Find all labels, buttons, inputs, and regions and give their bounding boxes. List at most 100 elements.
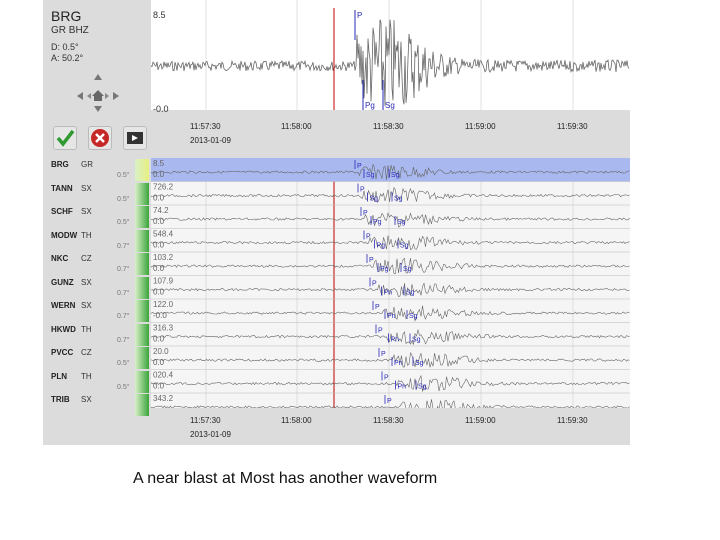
station-channel: GR BHZ <box>51 25 89 36</box>
row-min-value: 0.0 <box>153 264 165 273</box>
row-min-value: 0.0 <box>153 170 165 179</box>
station-distance: D: 0.5° <box>51 42 79 52</box>
seismic-viewer: BRG GR BHZ D: 0.5° A: 50.2° P Pg Sg 8.5 -0… <box>43 0 630 445</box>
station-component: SX <box>81 277 92 287</box>
station-name: NKC <box>51 254 69 263</box>
pick-label: Sg <box>400 243 409 250</box>
station-quality-bar[interactable] <box>135 182 149 205</box>
station-trace-line <box>150 305 630 322</box>
time-tick-label: 11:57:30 <box>190 122 221 131</box>
station-quality-bar[interactable] <box>135 370 149 393</box>
station-trace-list[interactable]: 8.5 0.0 P Sg Sg 726.2 0.0 P Sg Sg 74.2 0.0 P Pg Sg 548.… <box>150 158 630 417</box>
station-quality-bar[interactable] <box>135 159 149 181</box>
time-tick-label: 11:58:30 <box>373 122 404 131</box>
pick-label: Sg <box>412 337 421 344</box>
station-quality-bar[interactable] <box>135 253 149 275</box>
pick-label: Pn <box>394 360 403 367</box>
station-name: GUNZ <box>51 277 74 287</box>
pan-left-small-icon <box>87 93 91 99</box>
pick-label: Pn <box>398 384 407 391</box>
row-max-value: 103.2 <box>153 253 174 262</box>
station-quality-bar[interactable] <box>135 206 149 228</box>
zoom-waveform: P Pg Sg <box>150 0 630 110</box>
station-list-labels: BRG GR 0.5° TANN SX 0.5° SCHF SX 0.5° MODW TH 0.7° N… <box>43 158 151 416</box>
pan-navigation[interactable] <box>63 70 133 120</box>
checkmark-icon <box>56 129 75 147</box>
pick-label: Pn <box>384 290 393 297</box>
pick-label: P <box>357 163 362 170</box>
zoom-trace-line <box>150 19 630 107</box>
station-component: TH <box>81 371 92 381</box>
list-time-axis: 11:57:30 11:58:00 11:58:30 11:59:00 11:59:30… <box>151 412 630 442</box>
station-distance-value: 0.5° <box>117 360 130 367</box>
station-name: PLN <box>51 371 67 381</box>
time-tick-label: 11:57:30 <box>190 416 221 425</box>
station-name: TANN <box>51 183 73 193</box>
time-tick-label: 11:58:00 <box>281 416 312 425</box>
station-name: HKWD <box>51 324 76 334</box>
station-component: TH <box>81 230 92 240</box>
pick-label: Pg <box>380 266 389 273</box>
station-component: SX <box>81 395 92 404</box>
row-min-value: 0.0 <box>153 288 165 297</box>
pick-label: P <box>381 351 386 358</box>
station-quality-bar[interactable] <box>135 300 149 322</box>
station-name: BRG <box>51 160 69 169</box>
zoom-pick-label: P <box>357 11 362 20</box>
row-max-value: 8.5 <box>153 159 165 168</box>
pan-up-icon <box>94 74 102 80</box>
row-max-value: 107.9 <box>153 277 174 286</box>
zoom-ymin: -0.0 <box>153 104 169 114</box>
station-component: SX <box>81 301 92 310</box>
row-max-value: 316.3 <box>153 324 174 333</box>
pan-down-icon <box>94 106 102 112</box>
station-distance-value: 0.5° <box>117 195 130 203</box>
station-quality-bar[interactable] <box>135 394 149 416</box>
station-name: PVCC <box>51 348 74 357</box>
station-component: GR <box>81 160 93 169</box>
date-label: 2013-01-09 <box>190 430 231 439</box>
reject-button[interactable] <box>88 126 112 150</box>
station-distance-value: 0.5° <box>117 383 130 391</box>
station-trace-line <box>150 282 630 297</box>
station-quality-bar[interactable] <box>135 347 149 369</box>
row-max-value: 020.4 <box>153 371 174 380</box>
station-trace-line <box>150 212 630 228</box>
row-max-value: 548.4 <box>153 230 174 239</box>
pick-label: P <box>366 234 371 241</box>
zoom-pick-label: Pg <box>365 101 375 110</box>
station-trace-line <box>150 399 630 416</box>
zoom-trace-panel[interactable]: P Pg Sg 8.5 -0.0 <box>150 0 630 114</box>
time-tick-label: 11:59:00 <box>465 122 496 131</box>
export-button[interactable] <box>123 126 147 150</box>
station-distance-value: 0.5° <box>117 219 130 226</box>
time-tick-label: 11:58:00 <box>281 122 312 131</box>
station-name: MODW <box>51 230 78 240</box>
time-tick-label: 11:58:30 <box>373 416 404 425</box>
row-max-value: 122.0 <box>153 300 174 309</box>
pick-label: P <box>360 187 365 194</box>
pick-label: Sg <box>391 172 400 179</box>
pick-label: Sg <box>406 290 415 297</box>
station-trace-line <box>150 257 630 274</box>
station-component: CZ <box>81 348 92 357</box>
pick-label: Pg <box>373 219 382 226</box>
station-quality-bar[interactable] <box>135 323 149 346</box>
station-trace-line <box>150 328 630 345</box>
date-label: 2013-01-09 <box>190 136 231 145</box>
station-quality-bar[interactable] <box>135 229 149 252</box>
pick-label: P <box>384 375 389 382</box>
station-trace-line <box>150 235 630 251</box>
station-distance-value: 0.7° <box>117 242 130 250</box>
station-quality-bar[interactable] <box>135 276 149 299</box>
zoom-ymax: 8.5 <box>153 10 166 20</box>
station-name: TRIB <box>51 395 70 404</box>
station-code: BRG <box>51 8 82 24</box>
slide-caption: A near blast at Most has another wavefor… <box>133 470 438 487</box>
station-trace-line <box>150 186 630 204</box>
accept-button[interactable] <box>53 126 77 150</box>
pick-label: P <box>375 304 380 311</box>
row-min-value: 0.0 <box>153 335 165 344</box>
pick-label: Sg <box>418 384 427 391</box>
